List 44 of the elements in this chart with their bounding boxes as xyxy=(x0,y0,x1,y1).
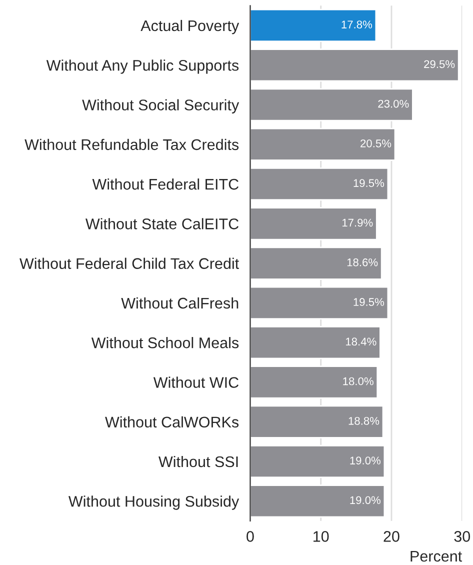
bar xyxy=(250,286,389,320)
bar xyxy=(250,167,389,201)
bar xyxy=(250,444,386,478)
bar xyxy=(250,246,382,280)
data-label: 18.6% xyxy=(347,258,378,266)
y-tick-label: Without Housing Subsidy xyxy=(68,496,240,510)
bar xyxy=(250,484,386,518)
x-tick-label: 30 xyxy=(454,531,470,542)
y-tick-label: Without Any Public Supports xyxy=(46,60,239,74)
data-label: 19.5% xyxy=(354,298,384,306)
x-tick-label: 10 xyxy=(314,531,329,542)
data-label: 17.9% xyxy=(342,218,373,227)
x-axis-title: Percent xyxy=(410,551,462,562)
bar xyxy=(250,48,460,82)
y-tick-label: Without Social Security xyxy=(82,99,240,114)
x-tick-label: 0 xyxy=(246,531,254,542)
y-tick-label: Without CalFresh xyxy=(121,297,238,309)
data-label: 20.5% xyxy=(360,139,392,148)
data-label: 17.8% xyxy=(342,20,372,28)
data-label: 23.0% xyxy=(378,100,409,108)
y-tick-label: Without School Meals xyxy=(91,337,239,348)
data-label: 29.5% xyxy=(424,60,455,68)
bar xyxy=(250,128,396,161)
bar xyxy=(250,366,378,399)
y-tick-label: Without State CalEITC xyxy=(85,218,239,230)
y-tick-label: Without WIC xyxy=(153,376,239,388)
bar xyxy=(250,8,377,42)
y-tick-label: Without SSI xyxy=(158,456,238,468)
y-tick-label: Actual Poverty xyxy=(140,20,240,34)
y-tick-label: Without Federal EITC xyxy=(92,178,239,190)
bar xyxy=(250,326,381,360)
x-tick-label: 20 xyxy=(384,531,400,542)
data-label: 19.0% xyxy=(350,496,380,504)
y-tick-label: Without Federal Child Tax Credit xyxy=(20,258,240,269)
bar xyxy=(250,88,414,122)
data-label: 18.4% xyxy=(346,338,376,346)
y-tick-label: Without Refundable Tax Credits xyxy=(24,138,239,150)
data-label: 19.0% xyxy=(350,456,380,464)
data-label: 18.8% xyxy=(348,416,380,425)
data-label: 18.0% xyxy=(343,377,374,386)
bar xyxy=(250,207,378,240)
y-tick-label: Without CalWORKs xyxy=(105,416,239,428)
bar xyxy=(250,405,384,438)
data-label: 19.5% xyxy=(354,179,384,187)
